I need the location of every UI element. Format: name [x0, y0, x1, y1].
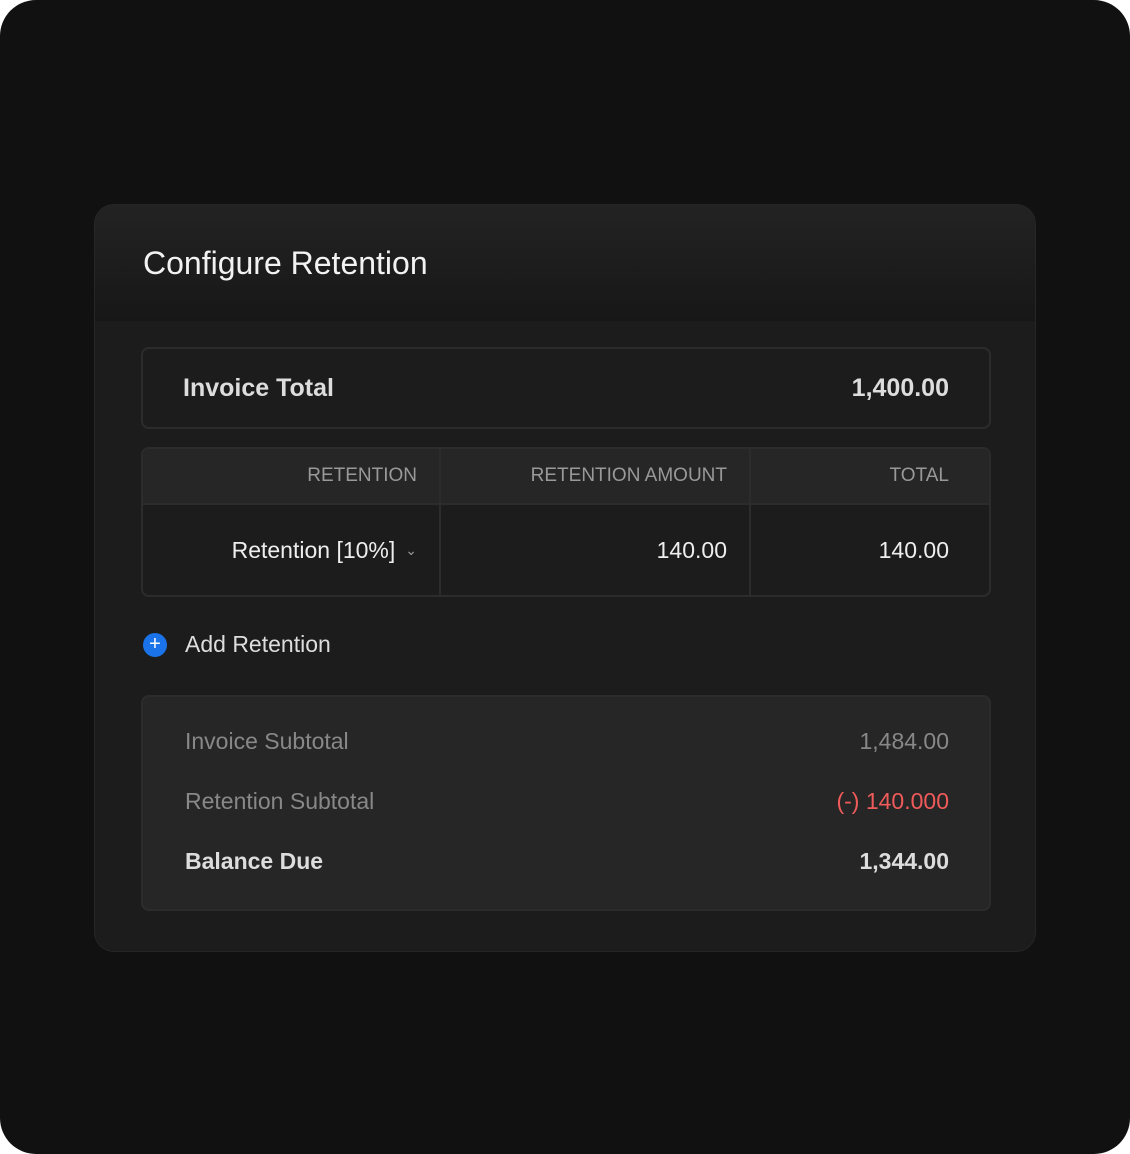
add-retention-button[interactable]: + Add Retention: [143, 631, 331, 658]
invoice-total-label: Invoice Total: [183, 373, 334, 402]
chevron-down-icon: ⌄: [405, 541, 417, 558]
header-total: TOTAL: [889, 465, 949, 486]
plus-circle-icon: +: [143, 632, 167, 657]
retention-subtotal-label: Retention Subtotal: [185, 787, 375, 814]
header-retention: RETENTION: [143, 449, 441, 503]
invoice-subtotal-label: Invoice Subtotal: [185, 727, 349, 754]
invoice-subtotal-value: 1,484.00: [859, 727, 949, 754]
retention-select[interactable]: Retention [10%] ⌄: [143, 505, 441, 595]
balance-due-value: 1,344.00: [859, 847, 949, 874]
header-retention-amount: RETENTION AMOUNT: [441, 449, 751, 503]
retention-subtotal-row: Retention Subtotal (-) 140.000: [185, 771, 949, 831]
retention-total: 140.00: [878, 536, 949, 563]
invoice-total-value: 1,400.00: [851, 373, 949, 402]
configure-retention-dialog: Configure Retention Invoice Total 1,400.…: [94, 204, 1036, 952]
retention-subtotal-value: (-) 140.000: [836, 787, 949, 814]
invoice-total-box: Invoice Total 1,400.00: [141, 347, 991, 429]
retention-select-value: Retention [10%]: [231, 536, 396, 563]
add-retention-label: Add Retention: [185, 631, 331, 657]
balance-due-row: Balance Due 1,344.00: [185, 831, 949, 891]
table-header: RETENTION RETENTION AMOUNT TOTAL: [143, 449, 989, 505]
invoice-subtotal-row: Invoice Subtotal 1,484.00: [185, 711, 949, 771]
retention-amount: 140.00: [441, 505, 751, 595]
dialog-title: Configure Retention: [143, 245, 428, 281]
balance-due-label: Balance Due: [185, 847, 324, 874]
dialog-header: Configure Retention: [95, 205, 1035, 321]
summary-box: Invoice Subtotal 1,484.00 Retention Subt…: [141, 695, 991, 911]
retention-table: RETENTION RETENTION AMOUNT TOTAL Retenti…: [141, 447, 991, 597]
table-row: Retention [10%] ⌄ 140.00 140.00: [143, 505, 989, 595]
